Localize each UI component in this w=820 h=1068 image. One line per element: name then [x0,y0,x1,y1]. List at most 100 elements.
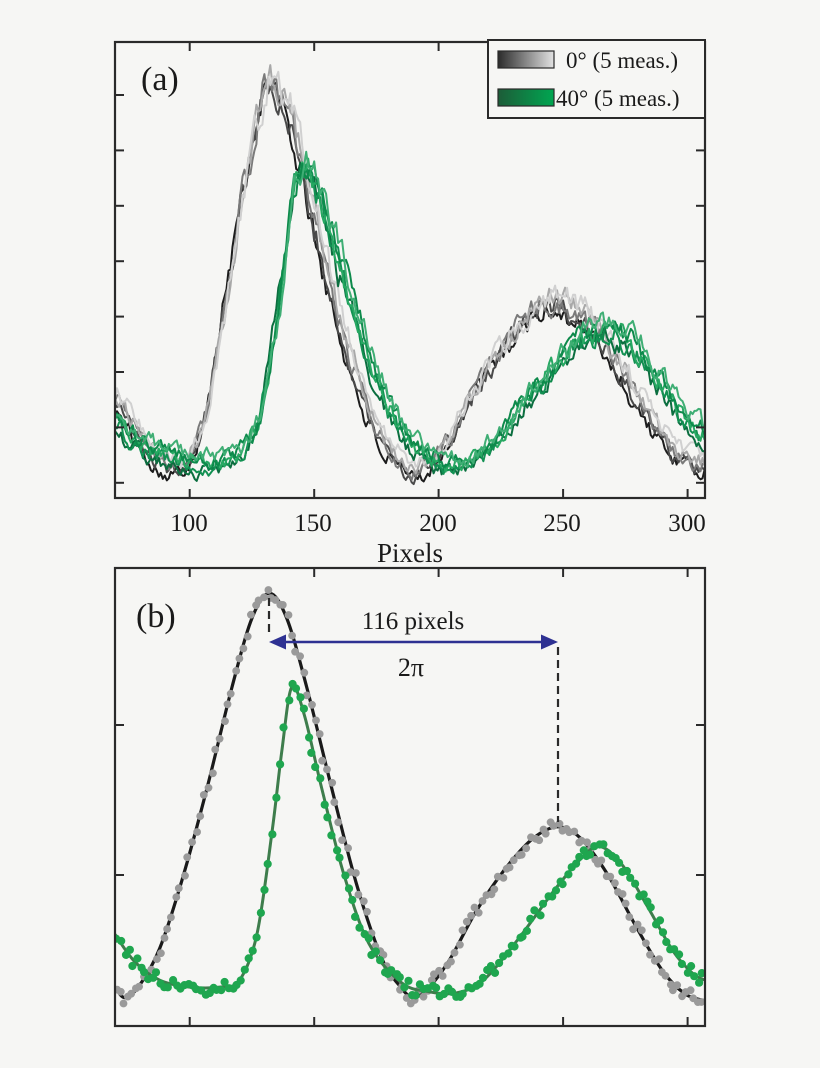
data-dot-40deg [364,934,373,943]
data-dot-0deg [669,986,677,995]
data-dot-0deg [116,987,125,996]
data-dot-40deg [305,733,314,742]
data-dot-0deg [611,879,619,887]
data-dot-40deg [307,748,316,758]
panel-b-frame [113,566,707,1028]
data-dot-40deg [670,945,679,954]
data-dot-40deg [599,840,608,849]
data-dot-40deg [551,886,561,895]
data-dot-0deg [509,856,518,865]
data-dot-40deg [655,916,665,925]
data-dot-0deg [271,596,280,604]
panel-a-label: (a) [141,61,179,98]
trace-green-4 [116,150,704,468]
data-dot-40deg [296,693,305,702]
data-dot-0deg [637,926,646,935]
data-dot-40deg [400,983,409,992]
data-dot-0deg [359,897,368,906]
data-dot-0deg [352,869,360,877]
data-dot-40deg [575,852,584,862]
data-dot-0deg [490,885,499,894]
data-dot-0deg [535,836,544,845]
data-dot-0deg [296,652,304,661]
data-dot-40deg [486,962,495,971]
data-dot-40deg [244,954,253,963]
x-axis-title: Pixels [377,538,443,568]
data-dot-0deg [193,828,202,836]
data-dot-40deg [263,859,272,869]
data-dot-0deg [621,899,630,908]
data-dot-40deg [687,962,696,971]
data-dot-0deg [232,667,241,675]
data-dot-40deg [355,923,364,932]
data-dot-0deg [119,999,128,1008]
data-dot-0deg [597,856,606,865]
data-dot-40deg [558,880,567,889]
data-dot-40deg [518,932,527,941]
panel-b-label: (b) [136,598,176,635]
data-dot-40deg [371,947,380,956]
panel-a-frame [113,40,707,500]
data-dot-40deg [622,866,632,876]
data-dot-0deg [312,716,320,725]
data-dot-0deg [308,700,316,709]
data-dot-0deg [499,874,508,882]
data-dot-0deg [174,884,183,893]
data-dot-0deg [354,890,363,899]
data-dot-0deg [163,925,172,933]
data-dot-40deg [662,937,671,947]
data-dot-40deg [348,895,357,905]
data-dot-0deg [338,836,346,844]
data-dot-40deg [128,961,137,971]
annotation-116-pixels: 116 pixels [362,608,465,635]
data-dot-40deg [125,945,134,954]
arrow-head-left [269,634,286,650]
data-dot-0deg [260,593,268,602]
data-dot-40deg [285,696,294,705]
data-dot-0deg [419,992,428,1001]
data-dot-0deg [223,700,232,709]
annotation-2pi: 2π [398,653,424,682]
peak-separation-annotation: 116 pixels 2π [267,598,560,822]
data-dot-0deg [188,838,197,846]
data-dot-0deg [642,939,650,948]
data-dot-0deg [278,601,287,609]
data-dot-0deg [438,972,447,980]
data-dot-40deg [615,858,624,867]
legend-label-40deg: 40° (5 meas.) [556,86,680,111]
arrow-head-right [541,634,558,650]
data-dot-0deg [505,863,514,872]
data-dot-0deg [334,818,343,827]
data-dot-40deg [411,991,420,1000]
data-dot-40deg [395,973,404,982]
data-dot-40deg [276,760,285,769]
legend: 0° (5 meas.) 40° (5 meas.) [487,39,706,119]
data-dot-40deg [564,870,573,879]
data-dot-0deg [456,940,464,949]
data-dot-0deg [655,955,663,963]
data-dot-40deg [333,846,342,855]
data-dot-40deg [631,879,640,888]
data-dot-40deg [217,986,226,995]
data-dot-0deg [450,948,459,957]
data-dot-40deg [548,892,557,901]
data-dot-40deg [683,968,693,977]
data-dot-40deg [133,954,142,963]
data-dot-0deg [555,819,564,828]
data-dot-40deg [335,853,344,862]
data-dot-0deg [215,734,224,743]
data-dot-40deg [320,800,329,809]
data-dot-0deg [470,903,479,912]
data-dot-40deg [495,958,504,968]
data-dot-0deg [284,611,293,619]
legend-label-0deg: 0° (5 meas.) [566,48,678,73]
data-dot-40deg [404,976,413,985]
data-dot-0deg [209,769,217,778]
data-dot-40deg [220,977,229,987]
data-dot-0deg [633,920,642,929]
data-dot-0deg [135,982,144,991]
data-dot-40deg [316,774,325,783]
